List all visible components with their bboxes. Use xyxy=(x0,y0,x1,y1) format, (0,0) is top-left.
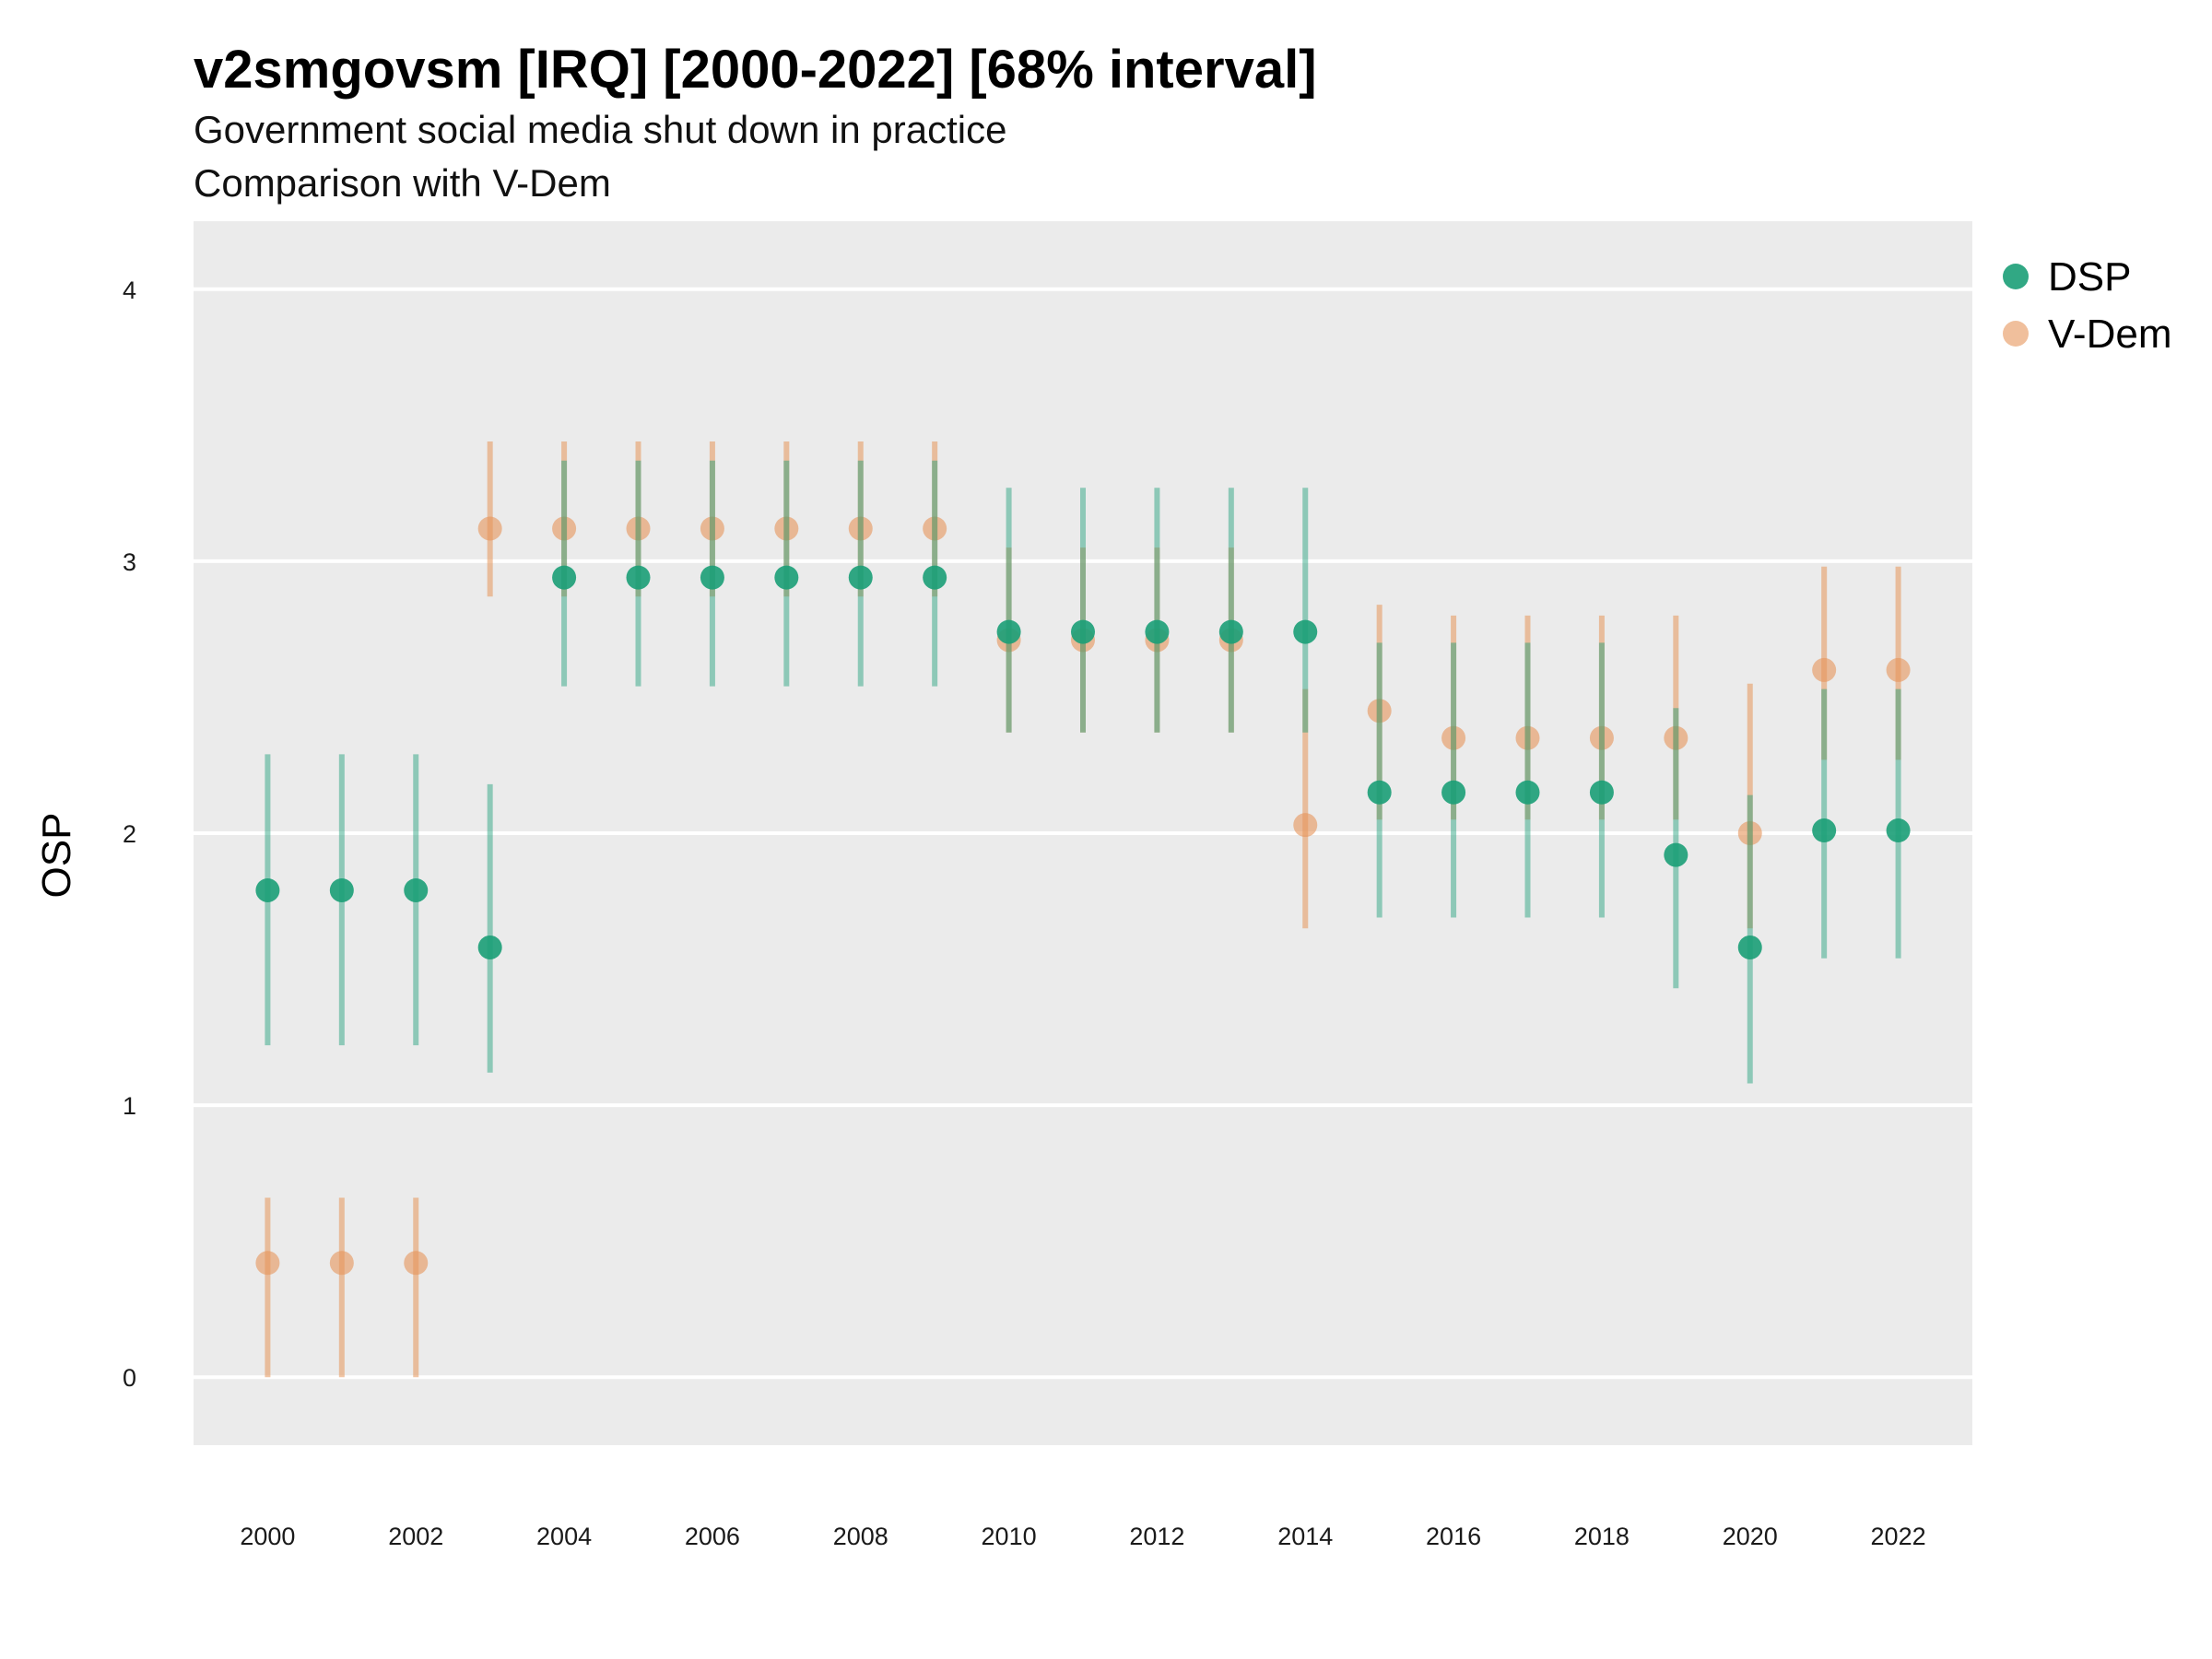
y-tick-label: 4 xyxy=(123,276,136,304)
legend-label: V-Dem xyxy=(2048,312,2171,357)
data-point xyxy=(1293,813,1318,838)
data-point xyxy=(329,1251,354,1276)
data-point xyxy=(255,877,280,902)
y-tick-label: 3 xyxy=(123,548,136,576)
data-point xyxy=(1441,725,1466,750)
x-tick-label: 2014 xyxy=(1277,1523,1333,1550)
data-point xyxy=(626,565,651,590)
data-point xyxy=(1293,619,1318,644)
data-point xyxy=(255,1251,280,1276)
data-point xyxy=(1367,699,1392,724)
y-tick-label: 0 xyxy=(123,1364,136,1392)
data-point xyxy=(1441,780,1466,805)
x-tick-label: 2010 xyxy=(982,1523,1037,1550)
x-tick-label: 2006 xyxy=(685,1523,740,1550)
data-point xyxy=(923,565,947,590)
y-axis-label: OSP xyxy=(34,813,79,899)
data-point xyxy=(1218,619,1243,644)
x-tick-label: 2018 xyxy=(1574,1523,1630,1550)
data-point xyxy=(1737,935,1762,959)
data-point xyxy=(1367,780,1392,805)
x-tick-label: 2016 xyxy=(1426,1523,1481,1550)
x-tick-label: 2022 xyxy=(1871,1523,1926,1550)
legend: DSP V-Dem xyxy=(2003,254,2171,357)
x-tick-label: 2012 xyxy=(1129,1523,1184,1550)
data-point xyxy=(626,516,651,541)
data-point xyxy=(1515,780,1540,805)
data-point xyxy=(1589,725,1614,750)
x-tick-labels: 2000 2002 2004 2006 2008 2010 2012 2014 2016 2018… xyxy=(240,1523,1925,1550)
data-point xyxy=(1145,619,1170,644)
y-tick-labels: 0 1 2 3 4 xyxy=(123,276,136,1392)
data-point xyxy=(1071,619,1095,644)
data-point xyxy=(1737,821,1762,845)
data-series xyxy=(255,441,1911,1378)
series-dsp xyxy=(255,460,1911,1084)
x-tick-label: 2002 xyxy=(388,1523,443,1550)
x-tick-label: 2020 xyxy=(1723,1523,1778,1550)
data-point xyxy=(404,877,429,902)
chart-title: v2smgovsm [IRQ] [2000-2022] [68% interva… xyxy=(194,40,1317,100)
legend-key xyxy=(2003,321,2029,347)
data-point xyxy=(1812,657,1837,682)
data-point xyxy=(996,619,1021,644)
data-point xyxy=(552,516,577,541)
data-point xyxy=(477,935,502,959)
y-tick-label: 2 xyxy=(123,820,136,848)
legend-label: DSP xyxy=(2048,254,2131,300)
chart-subtitle-line-2: Comparison with V-Dem xyxy=(194,161,611,205)
y-tick-label: 1 xyxy=(123,1092,136,1120)
x-tick-label: 2008 xyxy=(833,1523,888,1550)
data-point xyxy=(1664,725,1688,750)
data-point xyxy=(1886,818,1911,843)
data-point xyxy=(700,565,724,590)
data-point xyxy=(774,565,799,590)
data-point xyxy=(774,516,799,541)
legend-key xyxy=(2003,264,2029,289)
series-v-dem xyxy=(255,441,1911,1378)
chart-subtitle-line-1: Government social media shut down in pra… xyxy=(194,108,1006,151)
x-tick-label: 2004 xyxy=(536,1523,592,1550)
data-point xyxy=(1515,725,1540,750)
x-tick-label: 2000 xyxy=(240,1523,295,1550)
data-point xyxy=(477,516,502,541)
data-point xyxy=(552,565,577,590)
data-point xyxy=(404,1251,429,1276)
data-point xyxy=(700,516,724,541)
data-point xyxy=(923,516,947,541)
data-point xyxy=(848,565,873,590)
data-point xyxy=(1812,818,1837,843)
data-point xyxy=(1664,842,1688,867)
data-point xyxy=(1886,657,1911,682)
data-point xyxy=(1589,780,1614,805)
data-point xyxy=(848,516,873,541)
data-point xyxy=(329,877,354,902)
